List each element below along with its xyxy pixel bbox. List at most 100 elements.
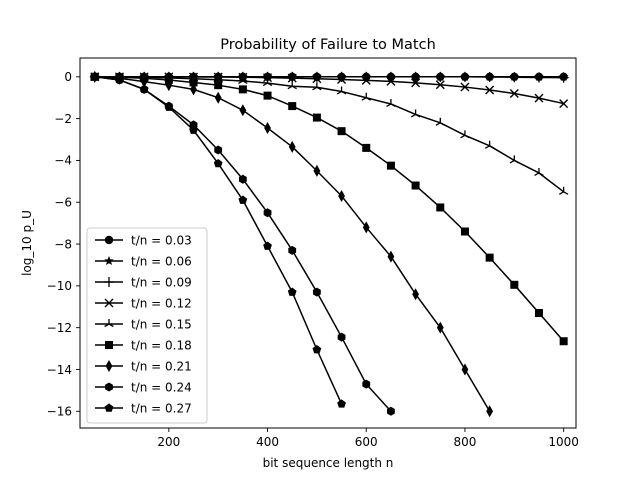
y-tick-label: −16 (47, 405, 72, 419)
x-tick-label: 1000 (548, 435, 579, 449)
data-point (558, 186, 569, 195)
data-point (313, 287, 321, 297)
y-tick-label: −8 (54, 237, 72, 251)
data-point (509, 155, 520, 164)
x-tick-label: 600 (355, 435, 378, 449)
data-point (559, 337, 568, 346)
y-axis-label: log_10 p_U (20, 210, 34, 276)
data-point (312, 82, 322, 91)
legend-label: t/n = 0.27 (131, 401, 192, 415)
legend-marker (104, 277, 114, 287)
series-4 (90, 72, 569, 109)
legend-marker (105, 382, 113, 392)
legend-marker (105, 360, 113, 372)
data-point (460, 227, 469, 236)
legend-item: t/n = 0.21 (95, 359, 192, 373)
legend-marker (104, 298, 114, 308)
legend-item: t/n = 0.12 (95, 296, 192, 310)
data-point (510, 280, 519, 289)
legend-label: t/n = 0.15 (131, 317, 192, 331)
data-point (213, 158, 223, 168)
data-point (311, 71, 322, 82)
legend-box (86, 227, 208, 424)
data-point (139, 84, 149, 94)
legend: t/n = 0.03 t/n = 0.06 t/n = 0.09 t/n = 0.12… (86, 227, 208, 424)
legend-item: t/n = 0.15 (95, 317, 192, 331)
data-point (238, 195, 248, 204)
data-point (288, 245, 297, 255)
data-point (263, 73, 273, 83)
data-point (312, 74, 322, 84)
data-point (214, 91, 222, 104)
data-point (386, 76, 396, 86)
data-point (386, 98, 396, 108)
data-point (140, 75, 148, 88)
data-point (190, 83, 197, 96)
y-tick-label: −12 (47, 321, 72, 335)
legend-label: t/n = 0.21 (131, 359, 192, 373)
data-point (287, 73, 297, 83)
data-point (509, 89, 519, 99)
data-point (436, 321, 444, 334)
x-tick-label: 200 (157, 435, 180, 449)
data-point (362, 143, 371, 152)
data-point (485, 85, 495, 95)
legend-label: t/n = 0.12 (131, 296, 192, 310)
data-point (461, 363, 469, 376)
data-point (337, 75, 347, 85)
legend-item: t/n = 0.24 (95, 380, 192, 394)
data-point (312, 113, 321, 122)
series-9 (90, 72, 346, 408)
data-point (387, 250, 395, 263)
data-point (484, 140, 495, 149)
data-point (262, 78, 273, 87)
x-axis-label: bit sequence length n (263, 456, 394, 470)
data-point (460, 82, 470, 92)
data-point (214, 81, 223, 90)
data-point (509, 72, 520, 83)
data-point (288, 140, 296, 153)
data-point (387, 406, 395, 416)
data-point (559, 99, 569, 109)
data-point (486, 405, 494, 418)
data-point (435, 71, 446, 82)
data-point (287, 71, 298, 82)
data-point (411, 78, 421, 88)
data-point (534, 93, 544, 103)
legend-item: t/n = 0.18 (95, 338, 192, 352)
axis-ticks: 200 400 600 800 1000 0 −2 −4 −6 −8 −10 −12 −14 −16 (47, 70, 579, 449)
data-point (361, 92, 371, 101)
data-point (436, 203, 445, 212)
data-point (362, 379, 371, 389)
plot-area (89, 70, 569, 418)
data-point (287, 287, 297, 296)
data-point (189, 125, 198, 134)
data-point (459, 71, 470, 82)
data-point (337, 399, 346, 408)
legend-marker (104, 235, 114, 245)
data-point (435, 80, 445, 90)
data-point (189, 78, 198, 87)
data-point (485, 253, 494, 262)
legend-label: t/n = 0.24 (131, 380, 192, 394)
data-point (287, 81, 297, 90)
data-point (115, 75, 124, 84)
data-point (534, 167, 544, 177)
data-point (263, 91, 272, 100)
data-point (263, 208, 272, 218)
legend-label: t/n = 0.09 (131, 275, 192, 289)
legend-item: t/n = 0.03 (95, 233, 192, 247)
data-point (435, 117, 446, 126)
data-point (410, 109, 421, 118)
data-point (337, 127, 346, 136)
data-point (238, 174, 247, 184)
data-point (312, 345, 322, 354)
data-point (558, 72, 569, 83)
data-point (239, 104, 247, 117)
x-tick-label: 800 (454, 435, 477, 449)
legend-marker (104, 319, 114, 328)
data-point (264, 122, 271, 135)
data-point (386, 161, 395, 170)
data-point (385, 71, 396, 82)
legend-item: t/n = 0.09 (95, 275, 192, 289)
